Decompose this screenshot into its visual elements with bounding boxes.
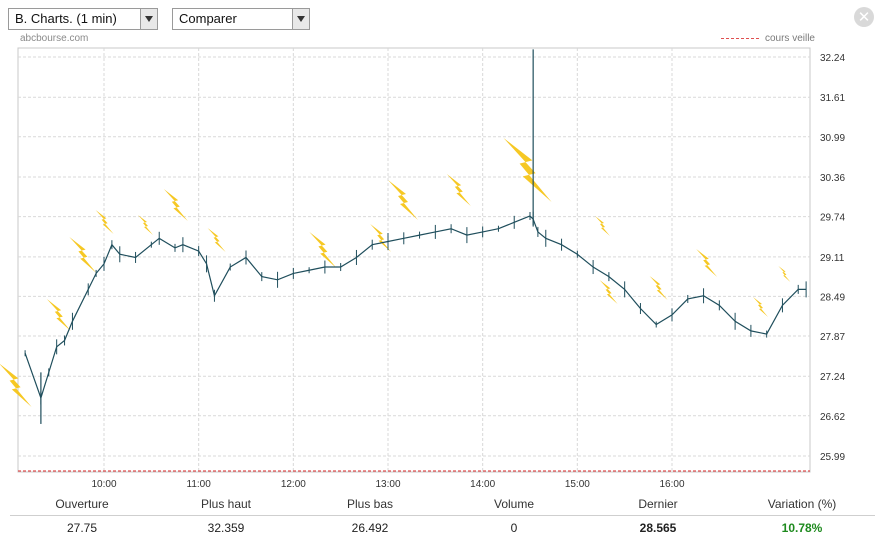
y-tick-label: 30.36 [820,173,845,184]
lightning-icon [753,297,768,317]
lightning-icon [595,216,610,236]
x-axis-ticks: 10:00 11:00 12:00 13:00 14:00 15:00 16:00 [91,479,684,490]
y-axis-ticks: 32.24 31.61 30.99 30.36 29.74 29.11 28.49 27.87… [820,53,845,463]
lightning-icon [388,180,418,220]
close-icon: ✕ [857,8,871,26]
lightning-icon [95,210,114,234]
x-tick-label: 15:00 [565,479,590,490]
lightning-icon [370,224,392,252]
lightning-icon [649,276,668,300]
compare-select[interactable]: Comparer [172,8,310,30]
price-line [24,215,807,400]
lightning-icon [503,138,552,202]
y-tick-label: 31.61 [820,93,845,104]
plot-frame [17,47,811,473]
interval-select[interactable]: B. Charts. (1 min) [8,8,158,30]
chevron-down-icon[interactable] [292,9,309,29]
source-label: abcbourse.com [20,33,89,44]
stat-label-open: Ouverture [55,497,109,511]
y-tick-label: 27.87 [820,332,845,343]
stat-label-volume: Volume [493,497,535,511]
stats-table: Ouverture Plus haut Plus bas Volume Dern… [10,494,875,540]
x-tick-label: 16:00 [659,479,684,490]
stat-value-open: 27.75 [66,521,98,535]
x-tick-label: 12:00 [281,479,306,490]
stat-label-variation: Variation (%) [767,497,837,511]
interval-select-label: B. Charts. (1 min) [15,11,117,26]
legend-label-previous-close: cours veille [764,33,815,44]
stat-label-last: Dernier [638,497,678,511]
x-tick-label: 11:00 [187,479,212,490]
lightning-icon [696,249,718,277]
close-button[interactable]: ✕ [854,7,874,27]
x-tick-label: 14:00 [470,479,495,490]
lightning-icon [46,299,71,331]
stats-value-row: 27.75 32.359 26.492 0 28.565 10.78% [10,515,875,540]
compare-select-label: Comparer [179,11,237,26]
lightning-icon [69,237,97,273]
lightning-icon [599,280,618,304]
lightning-icon [309,232,337,268]
chart-legend: cours veille [720,33,815,44]
lightning-icon [207,228,226,252]
lightning-icon [163,189,188,221]
y-tick-label: 28.49 [820,292,845,303]
stat-value-high: 32.359 [207,521,245,535]
stats-header-row: Ouverture Plus haut Plus bas Volume Dern… [10,494,875,514]
y-tick-label: 29.11 [820,253,845,264]
x-tick-label: 10:00 [91,479,116,490]
x-tick-label: 13:00 [375,479,400,490]
y-tick-label: 32.24 [820,53,845,64]
chart-grid [17,47,811,473]
y-tick-label: 30.99 [820,133,845,144]
lightning-icon [446,174,471,206]
price-series [24,49,807,424]
lightning-icon [778,266,791,282]
stat-value-low: 26.492 [351,521,389,535]
y-tick-label: 26.62 [820,412,845,423]
y-tick-label: 29.74 [820,213,845,224]
stat-label-high: Plus haut [200,497,252,511]
chevron-down-icon[interactable] [140,9,157,29]
price-chart[interactable]: 10:00 11:00 12:00 13:00 14:00 15:00 16:00 32.2… [0,0,875,490]
stat-value-variation: 10.78% [781,521,823,535]
stat-value-volume: 0 [510,521,518,535]
stat-label-low: Plus bas [346,497,394,511]
lightning-icon [138,215,153,235]
lightning-icon [0,364,32,407]
y-tick-label: 27.24 [820,372,845,383]
y-tick-label: 25.99 [820,452,845,463]
lightning-decorations [0,138,791,407]
legend-swatch-previous-close [720,38,759,39]
stat-value-last: 28.565 [639,521,677,535]
